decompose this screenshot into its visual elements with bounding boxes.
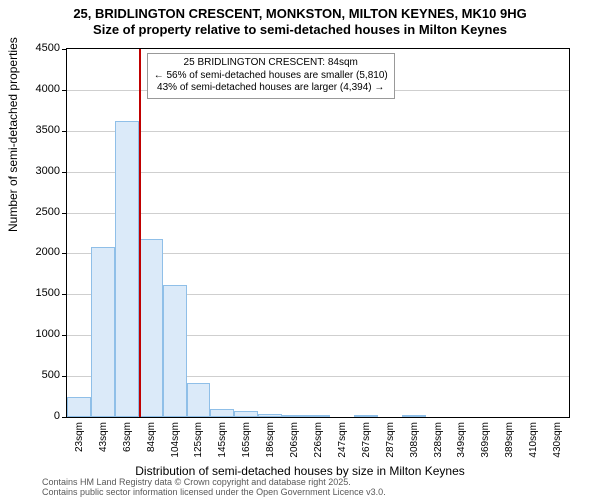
histogram-bar (306, 415, 330, 417)
x-tick-label: 328sqm (433, 422, 444, 458)
x-tick-label: 125sqm (193, 422, 204, 458)
x-tick-label: 247sqm (337, 422, 348, 458)
y-tick-label: 4500 (30, 42, 60, 54)
x-axis-label: Distribution of semi-detached houses by … (0, 464, 600, 478)
histogram-bar (234, 411, 258, 417)
y-tick-label: 500 (30, 369, 60, 381)
y-tick-label: 0 (30, 410, 60, 422)
callout-line: 43% of semi-detached houses are larger (… (154, 82, 388, 95)
reference-line (139, 49, 141, 417)
histogram-bar (258, 414, 282, 417)
footnote: Contains HM Land Registry data © Crown c… (42, 478, 386, 498)
chart-title: 25, BRIDLINGTON CRESCENT, MONKSTON, MILT… (0, 0, 600, 37)
histogram-bar (354, 415, 378, 417)
histogram-bar (402, 415, 426, 417)
chart-container: 25, BRIDLINGTON CRESCENT, MONKSTON, MILT… (0, 0, 600, 500)
callout-line: 25 BRIDLINGTON CRESCENT: 84sqm (154, 57, 388, 70)
x-tick-label: 104sqm (170, 422, 181, 458)
footnote-line-2: Contains public sector information licen… (42, 488, 386, 498)
x-tick-label: 389sqm (504, 422, 515, 458)
x-tick-label: 145sqm (217, 422, 228, 458)
title-line-2: Size of property relative to semi-detach… (0, 22, 600, 38)
x-tick-label: 430sqm (552, 422, 563, 458)
y-tick-label: 1000 (30, 328, 60, 340)
histogram-bar (139, 239, 163, 417)
y-tick-label: 2000 (30, 246, 60, 258)
x-tick-label: 186sqm (265, 422, 276, 458)
title-line-1: 25, BRIDLINGTON CRESCENT, MONKSTON, MILT… (0, 6, 600, 22)
x-tick-label: 43sqm (98, 422, 109, 452)
x-tick-label: 206sqm (289, 422, 300, 458)
x-tick-label: 308sqm (409, 422, 420, 458)
histogram-bar (163, 285, 187, 417)
gridline (67, 213, 569, 214)
histogram-bar (67, 397, 91, 417)
histogram-bar (115, 121, 139, 417)
x-tick-label: 349sqm (456, 422, 467, 458)
x-tick-label: 369sqm (480, 422, 491, 458)
y-axis-label: Number of semi-detached properties (6, 37, 20, 232)
x-tick-label: 267sqm (361, 422, 372, 458)
gridline (67, 172, 569, 173)
gridline (67, 131, 569, 132)
x-tick-label: 287sqm (385, 422, 396, 458)
callout-box: 25 BRIDLINGTON CRESCENT: 84sqm← 56% of s… (147, 53, 395, 99)
y-tick-label: 1500 (30, 287, 60, 299)
x-tick-label: 410sqm (528, 422, 539, 458)
x-tick-label: 84sqm (146, 422, 157, 452)
callout-line: ← 56% of semi-detached houses are smalle… (154, 70, 388, 83)
y-tick-label: 3500 (30, 124, 60, 136)
histogram-bar (210, 409, 234, 417)
x-tick-label: 23sqm (74, 422, 85, 452)
y-tick-label: 2500 (30, 206, 60, 218)
histogram-bar (187, 383, 211, 417)
y-tick-label: 4000 (30, 83, 60, 95)
x-tick-label: 226sqm (313, 422, 324, 458)
histogram-bar (91, 247, 115, 417)
x-tick-label: 63sqm (122, 422, 133, 452)
histogram-bar (282, 415, 306, 417)
plot-area: 25 BRIDLINGTON CRESCENT: 84sqm← 56% of s… (66, 48, 570, 418)
y-tick-label: 3000 (30, 165, 60, 177)
x-tick-label: 165sqm (241, 422, 252, 458)
